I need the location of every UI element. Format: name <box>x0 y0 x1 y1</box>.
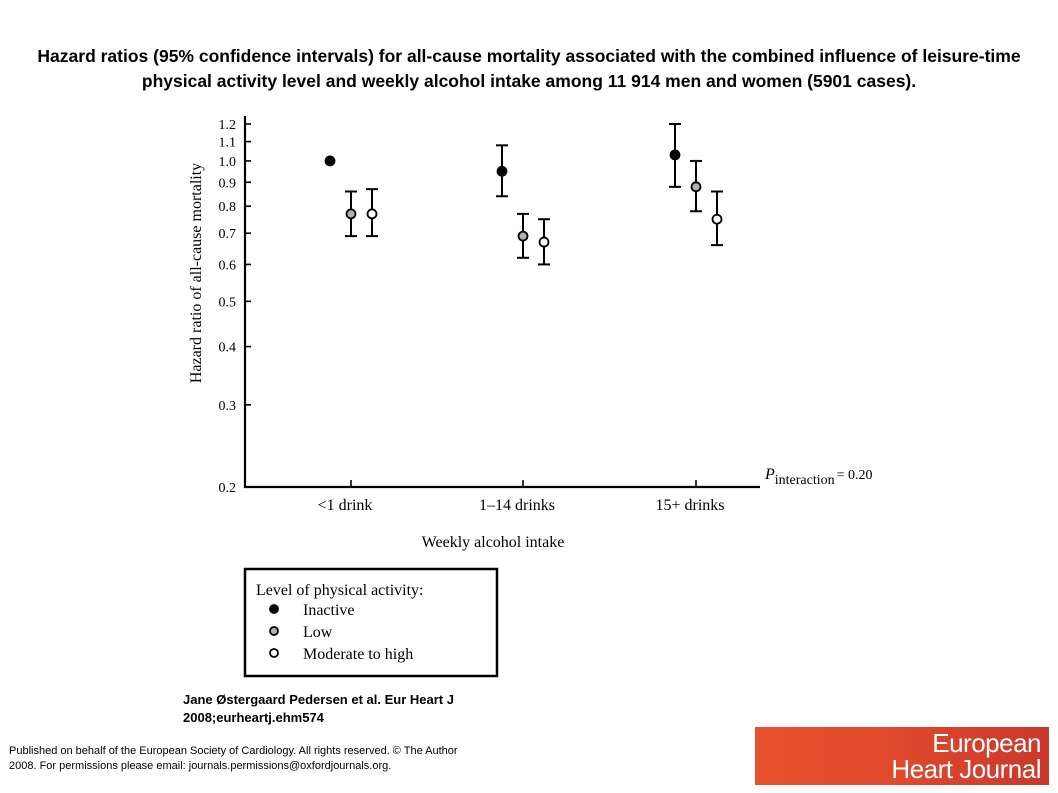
data-point <box>496 165 508 177</box>
legend-marker <box>269 626 279 636</box>
y-tick-label: 0.6 <box>219 258 237 273</box>
data-point <box>366 208 378 220</box>
data-point <box>345 208 357 220</box>
y-tick-label: 0.2 <box>219 481 237 496</box>
journal-logo: European Heart Journal <box>755 727 1049 785</box>
data-point <box>538 236 550 248</box>
logo-line-1: European <box>932 728 1041 758</box>
legend-marker <box>269 648 279 658</box>
y-tick-label: 0.8 <box>219 200 237 215</box>
data-point <box>517 230 529 242</box>
y-tick-label: 1.2 <box>219 118 237 133</box>
p-interaction-annotation: Pinteraction = 0.20 <box>764 466 873 488</box>
x-tick-label: 1–14 drinks <box>479 497 555 514</box>
legend-label: Inactive <box>303 602 355 619</box>
legend: Level of physical activity: Inactive Low Mo… <box>243 567 499 678</box>
y-tick-label: 0.5 <box>219 295 237 310</box>
y-axis-label: Hazard ratio of all-cause mortality <box>188 163 205 383</box>
copyright-footer: Published on behalf of the European Soci… <box>9 745 458 772</box>
y-tick-label: 0.9 <box>219 176 237 191</box>
x-tick-label: 15+ drinks <box>655 497 724 514</box>
logo-line-2: Heart Journal <box>891 754 1041 784</box>
y-tick-label: 0.4 <box>219 341 237 356</box>
y-tick-label: 0.3 <box>219 399 237 414</box>
y-tick-label: 1.1 <box>219 136 237 151</box>
legend-label: Low <box>303 624 333 641</box>
chart-title: Hazard ratios (95% confidence intervals)… <box>37 46 1021 91</box>
legend-box <box>243 567 499 678</box>
legend-label: Moderate to high <box>303 646 413 663</box>
x-tick-label: <1 drink <box>318 497 373 514</box>
data-point <box>690 181 702 193</box>
data-marks <box>324 123 723 266</box>
citation: Jane Østergaard Pedersen et al. Eur Hear… <box>183 692 454 725</box>
legend-title: Level of physical activity: <box>256 582 424 599</box>
x-axis-label: Weekly alcohol intake <box>422 534 565 551</box>
data-point <box>711 213 723 225</box>
axes: 0.2 0.3 0.4 0.5 0.6 0.7 0.8 0.9 1.0 1.1 1.2 <1 drin… <box>188 116 873 551</box>
y-tick-label: 0.7 <box>219 227 237 242</box>
data-point <box>669 149 681 161</box>
data-point <box>324 155 336 167</box>
y-tick-label: 1.0 <box>219 155 237 170</box>
legend-marker <box>269 604 279 614</box>
